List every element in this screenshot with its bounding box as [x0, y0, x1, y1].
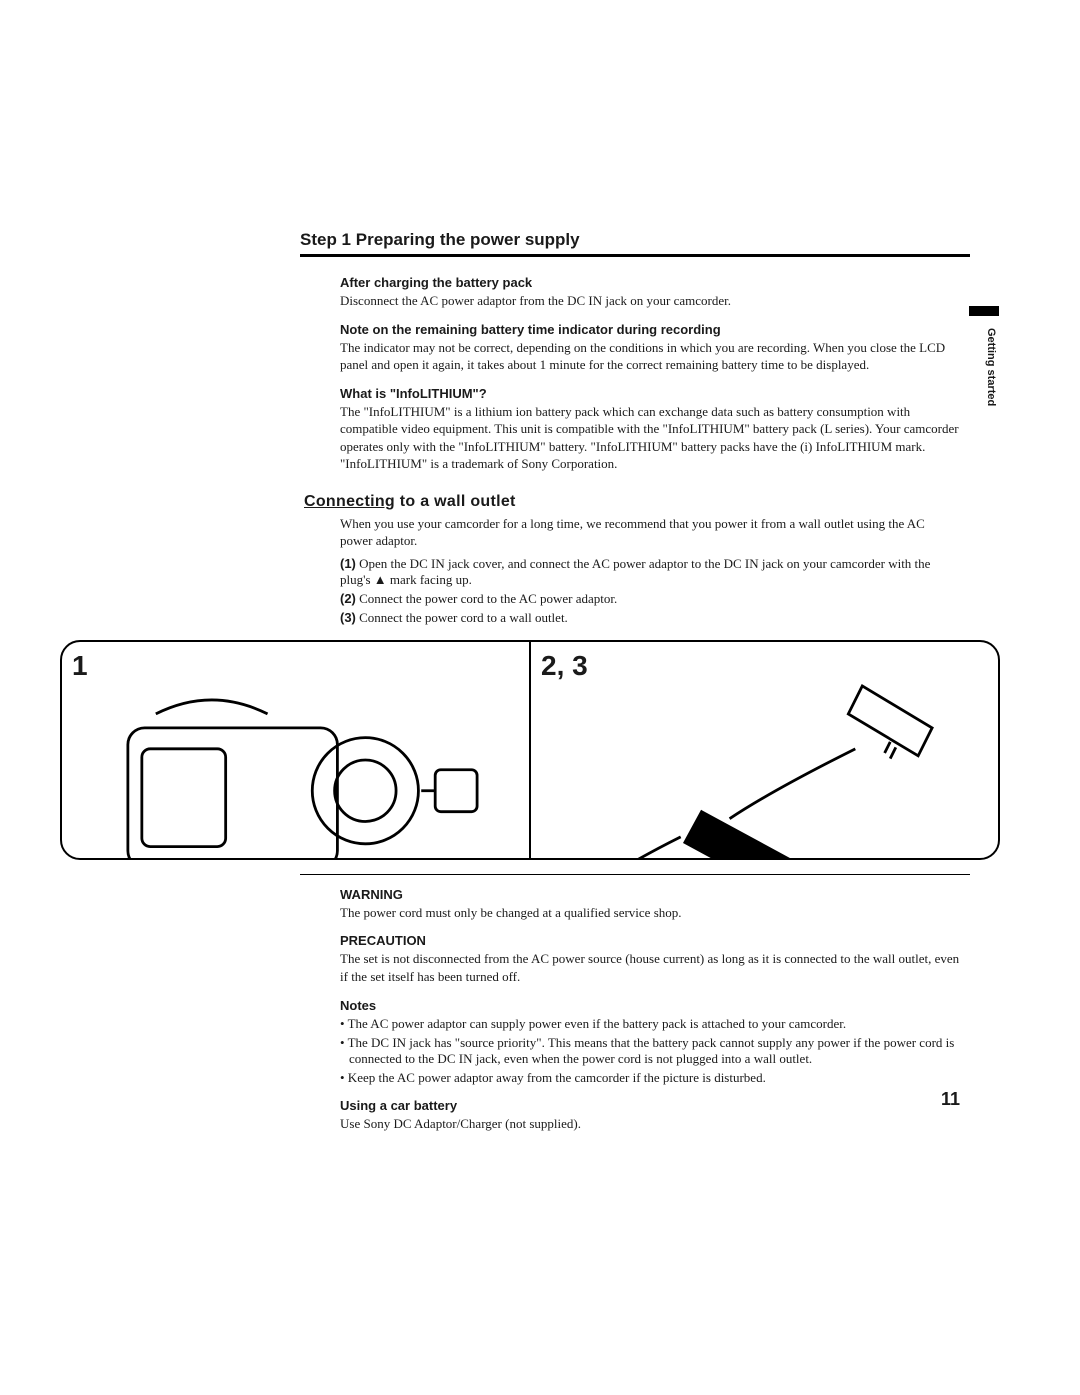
- step-2-num: (2): [340, 591, 356, 606]
- side-tab-bar: [969, 306, 999, 316]
- after-charge-text: Disconnect the AC power adaptor from the…: [340, 292, 960, 310]
- camcorder-icon: [72, 672, 519, 860]
- car-battery-text: Use Sony DC Adaptor/Charger (not supplie…: [340, 1115, 960, 1133]
- warning-heading: WARNING: [340, 887, 960, 902]
- after-charge-heading: After charging the battery pack: [340, 275, 960, 290]
- note-bullet-3: • Keep the AC power adaptor away from th…: [340, 1070, 960, 1086]
- step-title: Step 1 Preparing the power supply: [300, 230, 960, 250]
- step-2-text: Connect the power cord to the AC power a…: [359, 591, 617, 606]
- step-1: (1) Open the DC IN jack cover, and conne…: [340, 556, 960, 588]
- step-1-text: Open the DC IN jack cover, and connect t…: [340, 556, 930, 587]
- precaution-text: The set is not disconnected from the AC …: [340, 950, 960, 985]
- page-number: 11: [941, 1089, 960, 1110]
- diagram-panel-1: 1: [62, 642, 529, 858]
- post-diagram-rule: [300, 874, 970, 875]
- adaptor-icon: [541, 672, 988, 860]
- infolithium-heading: What is "InfoLITHIUM"?: [340, 386, 960, 401]
- step-2: (2) Connect the power cord to the AC pow…: [340, 591, 960, 607]
- step-3: (3) Connect the power cord to a wall out…: [340, 610, 960, 626]
- car-battery-heading: Using a car battery: [340, 1098, 960, 1113]
- step-3-text: Connect the power cord to a wall outlet.: [359, 610, 568, 625]
- manual-page: Getting started Step 1 Preparing the pow…: [0, 0, 1080, 1395]
- infolithium-text: The "InfoLITHIUM" is a lithium ion batte…: [340, 403, 960, 473]
- note-remaining-text: The indicator may not be correct, depend…: [340, 339, 960, 374]
- side-tab-label: Getting started: [985, 328, 997, 406]
- connecting-steps: (1) Open the DC IN jack cover, and conne…: [340, 556, 960, 626]
- step-3-num: (3): [340, 610, 356, 625]
- note-bullet-2: • The DC IN jack has "source priority". …: [340, 1035, 960, 1067]
- precaution-heading: PRECAUTION: [340, 933, 960, 948]
- step-1-num: (1): [340, 556, 356, 571]
- diagram-panel-2: 2, 3: [529, 642, 998, 858]
- warning-text: The power cord must only be changed at a…: [340, 904, 960, 922]
- notes-list: • The AC power adaptor can supply power …: [340, 1016, 960, 1086]
- note-bullet-1: • The AC power adaptor can supply power …: [340, 1016, 960, 1032]
- connecting-intro: When you use your camcorder for a long t…: [340, 515, 960, 550]
- connecting-heading: Connecting to a wall outlet: [300, 491, 960, 513]
- connecting-heading-rest: to a wall outlet: [395, 493, 516, 510]
- notes-heading: Notes: [340, 998, 960, 1013]
- note-remaining-heading: Note on the remaining battery time indic…: [340, 322, 960, 337]
- connection-diagram: 1 2, 3: [60, 640, 1000, 860]
- step-rule: [300, 254, 970, 257]
- connecting-heading-underline: Connecting: [304, 493, 395, 510]
